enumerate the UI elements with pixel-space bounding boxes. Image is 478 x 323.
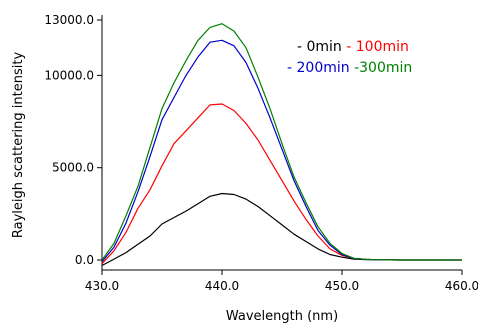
axes: 430.0 440.0 450.0 460.0 0.0 5000.0 10000.0 1300… [44,13,478,293]
series-line [101,192,462,267]
legend-entry: - 100min [342,39,409,55]
y-tick-label: 10000.0 [44,68,94,82]
plot-lines [101,23,462,267]
legend-row: - 0min - 100min [297,39,409,55]
legend: - 0min - 100min - 200min -300min [287,39,412,76]
y-tick-label: 13000.0 [44,13,94,27]
legend-entry: - 0min [297,39,342,55]
x-tick-label: 460.0 [445,279,478,293]
legend-entry: -300min [350,60,413,76]
legend-row: - 200min -300min [287,60,412,76]
y-tick-label: 5000.0 [52,161,94,175]
x-tick-label: 440.0 [205,279,239,293]
x-tick-label: 450.0 [325,279,359,293]
y-axis-title: Rayleigh scattering intensity [11,52,26,239]
y-tick-label: 0.0 [75,253,94,267]
x-axis-title: Wavelength (nm) [226,309,338,323]
legend-entry: - 200min [287,60,350,76]
series-line [101,23,462,261]
x-tick-label: 430.0 [85,279,119,293]
